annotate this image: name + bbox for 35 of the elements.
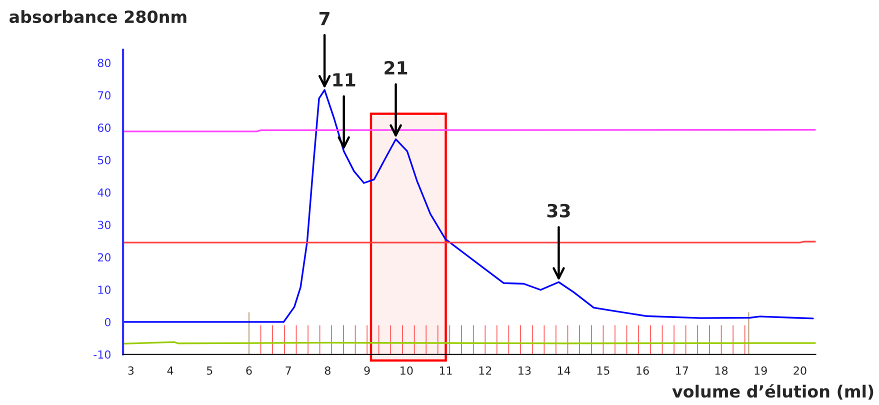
line-series [123, 89, 814, 323]
y-tick-label: 10 [98, 286, 111, 294]
y-tick-label: 70 [98, 91, 111, 100]
x-tick-label: 16 [636, 366, 649, 375]
x-tick-label: 17 [676, 366, 688, 375]
x-tick-label: 12 [479, 366, 492, 375]
annotation: 7 [319, 12, 330, 26]
y-tick-label: 30 [98, 220, 111, 230]
x-tick-label: 7 [286, 366, 291, 375]
y-tick-label: 50 [98, 156, 111, 164]
annotation: 11 [333, 73, 356, 86]
y-axis-title: absorbance 280nm [10, 10, 186, 24]
x-tick-label: 11 [440, 366, 452, 375]
y-tick-label: 0 [104, 318, 111, 326]
x-tick-label: 6 [246, 366, 252, 375]
y-tick-label: 60 [98, 124, 111, 132]
x-axis-title: volume d’élution (ml) [672, 384, 874, 400]
x-tick-label: 13 [518, 366, 531, 375]
y-tick-label: 80 [98, 58, 111, 68]
y-tick-label: -10 [94, 350, 111, 359]
x-tick-label: 14 [558, 366, 570, 375]
x-tick-label: 10 [400, 366, 413, 375]
x-tick-label: 4 [167, 366, 174, 375]
x-tick-label: 20 [794, 366, 806, 375]
x-tick-label: 5 [206, 366, 212, 375]
annotation: 21 [384, 60, 408, 74]
x-tick-label: 18 [715, 366, 728, 375]
annotation: 33 [547, 204, 570, 218]
y-tick-label: 20 [98, 253, 111, 262]
x-tick-label: 15 [597, 366, 610, 375]
x-tick-label: 3 [128, 366, 134, 375]
y-tick-label: 40 [98, 188, 111, 197]
x-tick-label: 19 [754, 366, 767, 375]
x-tick-label: 8 [324, 366, 330, 375]
x-tick-label: 9 [364, 366, 370, 375]
